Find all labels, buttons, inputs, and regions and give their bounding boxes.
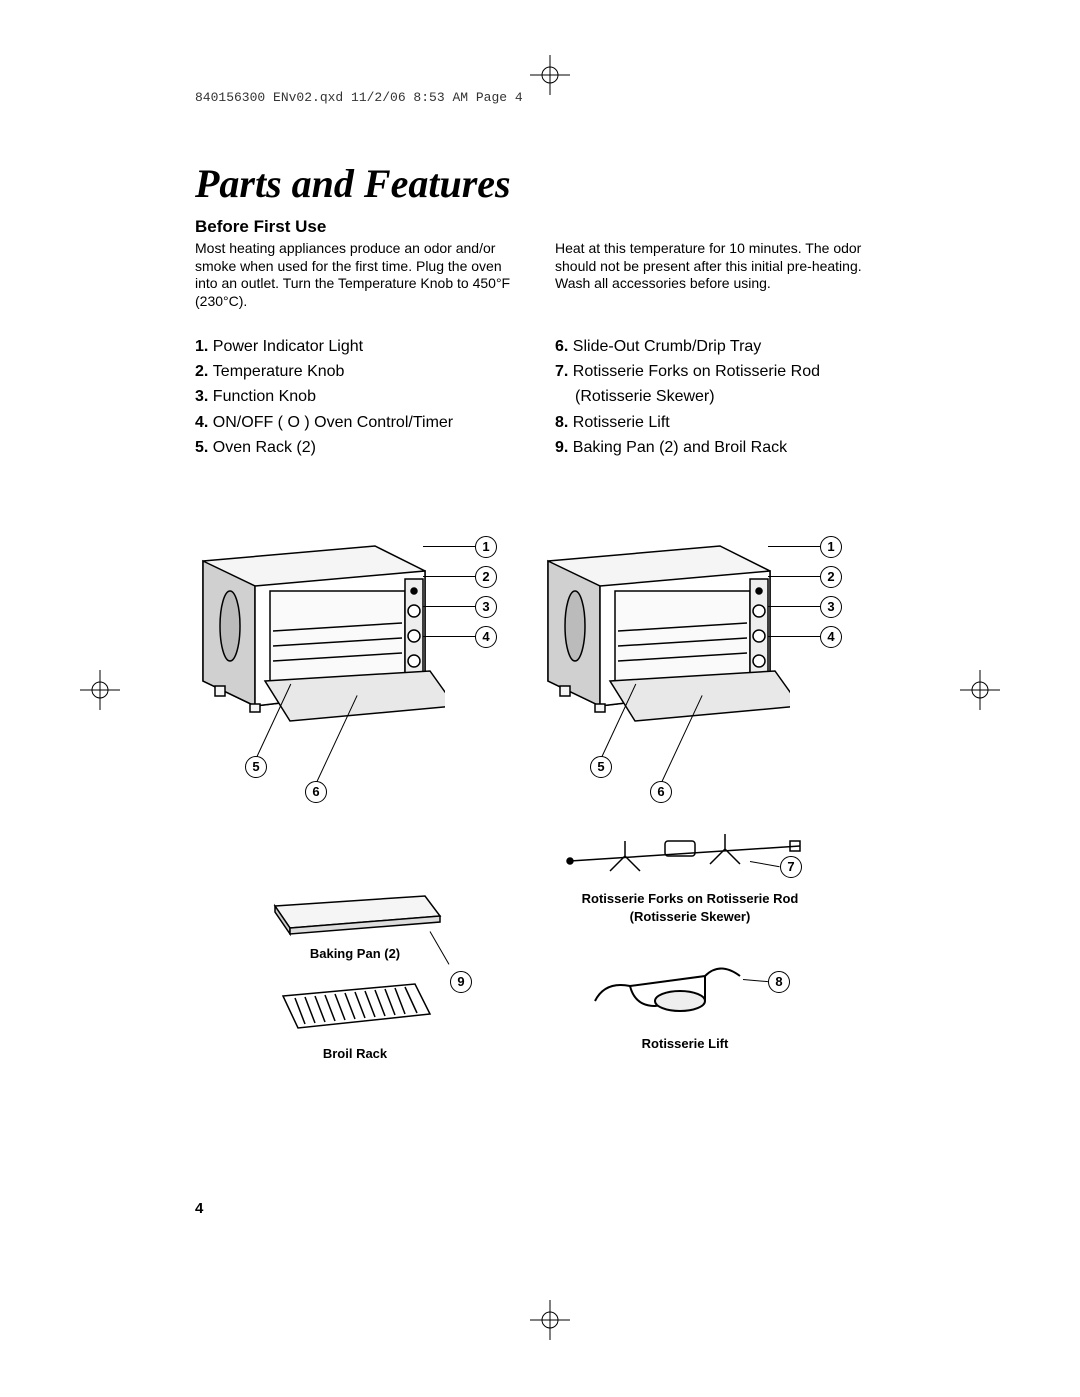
parts-list-item: 4. ON/OFF ( O ) Oven Control/Timer: [195, 411, 525, 434]
parts-list-item: 8. Rotisserie Lift: [555, 411, 885, 434]
callout-line: [768, 636, 820, 637]
page-title: Parts and Features: [195, 160, 885, 207]
callout-8: 8: [768, 971, 790, 993]
parts-list-item: 3. Function Knob: [195, 385, 525, 408]
rotisserie-rod-diagram: [565, 831, 805, 881]
callout-line: [768, 546, 820, 547]
intro-right: Heat at this temperature for 10 minutes.…: [555, 240, 885, 310]
callout-3b: 3: [820, 596, 842, 618]
parts-list-item: 7. Rotisserie Forks on Rotisserie Rod: [555, 360, 885, 383]
callout-line: [768, 606, 820, 607]
intro-left: Most heating appliances produce an odor …: [195, 240, 525, 310]
callout-6: 6: [305, 781, 327, 803]
parts-list: 1. Power Indicator Light2. Temperature K…: [195, 335, 885, 461]
callout-line: [423, 606, 475, 607]
oven-diagram-left: [195, 531, 445, 741]
baking-pan-diagram: [265, 886, 445, 941]
callout-7: 7: [780, 856, 802, 878]
callout-line: [423, 546, 475, 547]
crop-mark-top: [530, 55, 570, 95]
callout-5b: 5: [590, 756, 612, 778]
parts-list-item: (Rotisserie Skewer): [555, 385, 885, 408]
callout-1b: 1: [820, 536, 842, 558]
crop-mark-left: [80, 670, 120, 710]
parts-list-item: 1. Power Indicator Light: [195, 335, 525, 358]
callout-line: [423, 576, 475, 577]
callout-2b: 2: [820, 566, 842, 588]
parts-list-item: 2. Temperature Knob: [195, 360, 525, 383]
callout-9: 9: [450, 971, 472, 993]
parts-list-item: 6. Slide-Out Crumb/Drip Tray: [555, 335, 885, 358]
rotisserie-lift-label: Rotisserie Lift: [615, 1036, 755, 1051]
oven-diagram-right: [540, 531, 790, 741]
parts-right-col: 6. Slide-Out Crumb/Drip Tray7. Rotisseri…: [555, 335, 885, 461]
parts-list-item: 5. Oven Rack (2): [195, 436, 525, 459]
callout-1: 1: [475, 536, 497, 558]
callout-4b: 4: [820, 626, 842, 648]
broil-rack-diagram: [275, 976, 435, 1041]
callout-5: 5: [245, 756, 267, 778]
callout-6b: 6: [650, 781, 672, 803]
broil-rack-label: Broil Rack: [290, 1046, 420, 1061]
rotisserie-rod-label2: (Rotisserie Skewer): [560, 909, 820, 924]
crop-mark-right: [960, 670, 1000, 710]
rotisserie-lift-diagram: [585, 951, 765, 1031]
parts-list-item: 9. Baking Pan (2) and Broil Rack: [555, 436, 885, 459]
page-number: 4: [195, 1200, 203, 1217]
page-content: 840156300 ENv02.qxd 11/2/06 8:53 AM Page…: [195, 90, 885, 1231]
section-subtitle: Before First Use: [195, 217, 885, 237]
baking-pan-label: Baking Pan (2): [290, 946, 420, 961]
callout-line: [423, 636, 475, 637]
callout-3: 3: [475, 596, 497, 618]
file-header: 840156300 ENv02.qxd 11/2/06 8:53 AM Page…: [195, 90, 885, 105]
diagrams-area: 1 2 3 4 5 6: [195, 531, 885, 1231]
callout-line: [768, 576, 820, 577]
callout-2: 2: [475, 566, 497, 588]
callout-4: 4: [475, 626, 497, 648]
rotisserie-rod-label1: Rotisserie Forks on Rotisserie Rod: [560, 891, 820, 906]
crop-mark-bottom: [530, 1300, 570, 1340]
intro-columns: Most heating appliances produce an odor …: [195, 240, 885, 310]
parts-left-col: 1. Power Indicator Light2. Temperature K…: [195, 335, 525, 461]
